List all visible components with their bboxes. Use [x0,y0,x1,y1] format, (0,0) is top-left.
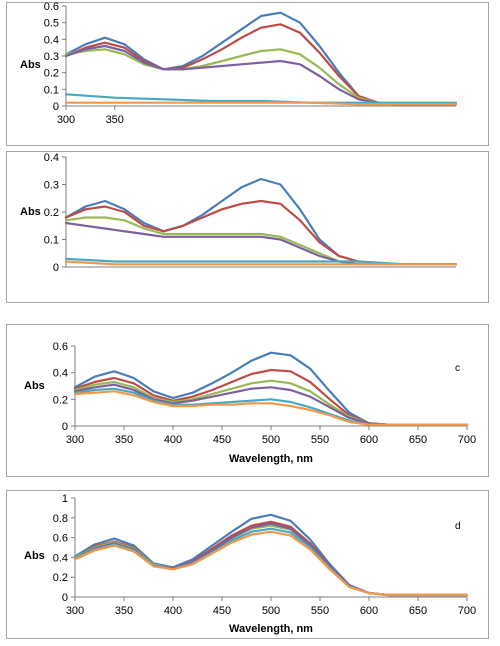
series-line-5 [64,93,458,104]
x-tick-label: 500 [262,434,280,446]
chart-panel-3: 0 0.2 0.4 0.6 300 350 400 450 500 550 600 650 700 Abs… [6,324,489,477]
x-tick-label: 650 [409,434,427,446]
panel-label: c [455,363,460,374]
x-tick-label: 600 [360,434,378,446]
y-tick-label: 0.4 [53,552,68,564]
y-axis-title: Abs [24,550,45,562]
y-tick-label: 0 [62,592,68,604]
x-tick-label: 450 [213,605,231,617]
x-tick-label: 550 [311,605,329,617]
panel-label: d [455,521,461,532]
chart-panel-1: 0 0.1 0.2 0.3 0.4 0.5 0.6 300 350 Abs [6,1,489,146]
x-tick-label: 500 [262,605,280,617]
x-tick-label: 400 [164,605,182,617]
x-tick-label: 700 [458,605,476,617]
x-tick-label: 400 [164,434,182,446]
chart-panel-4: 0 0.2 0.4 0.6 0.8 1 300 350 400 450 500 550 600 650 70… [6,490,489,639]
chart-panel-2: 0 0.1 0.2 0.3 0.4 Abs [6,151,489,303]
y-tick-label: 0 [53,101,59,113]
y-axis-title: Abs [20,59,41,71]
y-tick-label: 0.1 [44,235,59,247]
series-line-6 [64,260,458,266]
x-tick-label: 300 [66,605,84,617]
series-line-6 [73,390,469,426]
y-tick-label: 1 [62,493,68,505]
y-tick-label: 0.2 [53,394,68,406]
series-line-6 [73,530,469,597]
y-axis-title: Abs [20,206,41,218]
x-tick-label: 350 [115,605,133,617]
y-tick-label: 0.6 [44,1,59,13]
y-tick-label: 0.2 [44,207,59,219]
x-axis-title: Wavelength, nm [229,453,313,465]
y-tick-label: 0.4 [53,368,68,380]
y-tick-label: 0.8 [53,513,68,525]
y-tick-label: 0.5 [44,18,59,30]
chart-frame [6,151,489,303]
y-tick-label: 0.1 [44,84,59,96]
y-tick-label: 0.4 [44,34,59,46]
y-tick-label: 0.2 [53,572,68,584]
x-tick-label: 350 [106,114,124,126]
x-tick-label: 650 [409,605,427,617]
x-tick-label: 350 [115,434,133,446]
y-tick-label: 0.3 [44,180,59,192]
y-tick-label: 0.6 [53,533,68,545]
x-tick-label: 300 [66,434,84,446]
y-tick-label: 0 [53,262,59,274]
x-tick-label: 550 [311,434,329,446]
y-tick-label: 0.6 [53,341,68,353]
y-axis-title: Abs [24,380,45,392]
chart-frame [6,490,489,639]
series-line-6 [64,101,458,106]
x-tick-label: 450 [213,434,231,446]
y-tick-label: 0.4 [44,152,59,164]
x-tick-label: 600 [360,605,378,617]
y-tick-label: 0.3 [44,51,59,63]
x-tick-label: 700 [458,434,476,446]
x-tick-label: 300 [57,114,75,126]
y-tick-label: 0 [62,421,68,433]
x-axis-title: Wavelength, nm [229,623,313,635]
y-tick-label: 0.2 [44,68,59,80]
